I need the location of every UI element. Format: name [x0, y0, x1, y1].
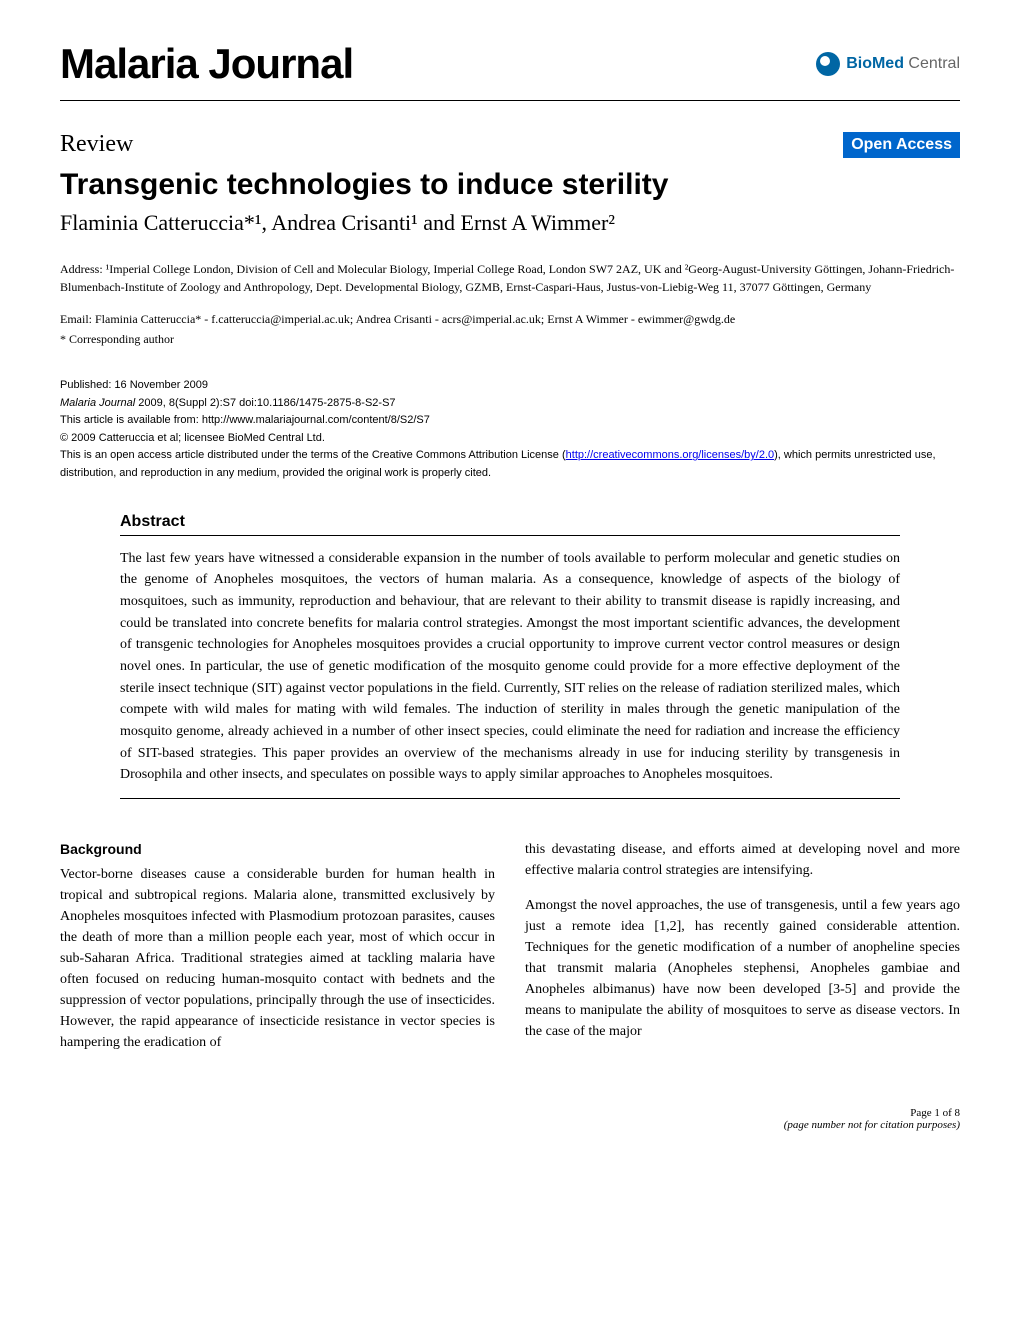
- page-header: Malaria Journal BioMed Central: [60, 40, 960, 101]
- affiliations: Address: ¹Imperial College London, Divis…: [60, 260, 960, 296]
- biomed-logo-icon: [816, 52, 840, 76]
- body-columns: Background Vector-borne diseases cause a…: [60, 839, 960, 1067]
- authors: Flaminia Catteruccia*¹, Andrea Crisanti¹…: [60, 210, 960, 236]
- col2-para1: this devastating disease, and efforts ai…: [525, 839, 960, 881]
- publication-meta: Published: 16 November 2009 Malaria Jour…: [60, 377, 960, 483]
- abstract-section: Abstract The last few years have witness…: [120, 513, 900, 800]
- page-footer: Page 1 of 8 (page number not for citatio…: [60, 1107, 960, 1131]
- footer-page-number: Page 1 of 8: [784, 1107, 960, 1119]
- footer-citation-note: (page number not for citation purposes): [784, 1119, 960, 1131]
- column-left: Background Vector-borne diseases cause a…: [60, 839, 495, 1067]
- license-link[interactable]: http://creativecommons.org/licenses/by/2…: [566, 449, 774, 461]
- background-heading: Background: [60, 839, 495, 860]
- col1-para1: Vector-borne diseases cause a considerab…: [60, 864, 495, 1053]
- column-right: this devastating disease, and efforts ai…: [525, 839, 960, 1067]
- citation-line: Malaria Journal 2009, 8(Suppl 2):S7 doi:…: [60, 395, 960, 413]
- license-line: This is an open access article distribut…: [60, 447, 960, 482]
- biomed-bold-text: BioMed: [846, 55, 904, 72]
- article-type: Review: [60, 131, 133, 158]
- corresponding-note: * Corresponding author: [60, 332, 960, 347]
- article-type-row: Review Open Access: [60, 131, 960, 158]
- biomed-logo: BioMed Central: [816, 52, 960, 76]
- open-access-badge: Open Access: [843, 132, 960, 158]
- copyright-line: © 2009 Catteruccia et al; licensee BioMe…: [60, 430, 960, 448]
- citation-details: 2009, 8(Suppl 2):S7 doi:10.1186/1475-287…: [135, 397, 395, 409]
- citation-journal: Malaria Journal: [60, 397, 135, 409]
- abstract-heading: Abstract: [120, 513, 900, 536]
- published-date: Published: 16 November 2009: [60, 377, 960, 395]
- available-from: This article is available from: http://w…: [60, 412, 960, 430]
- emails: Email: Flaminia Catteruccia* - f.catteru…: [60, 310, 960, 328]
- journal-title: Malaria Journal: [60, 40, 353, 88]
- biomed-central-text: Central: [904, 55, 960, 72]
- license-pre: This is an open access article distribut…: [60, 449, 566, 461]
- col2-para2: Amongst the novel approaches, the use of…: [525, 895, 960, 1042]
- footer-block: Page 1 of 8 (page number not for citatio…: [784, 1107, 960, 1131]
- page-container: Malaria Journal BioMed Central Review Op…: [0, 0, 1020, 1171]
- abstract-text: The last few years have witnessed a cons…: [120, 548, 900, 800]
- article-title: Transgenic technologies to induce steril…: [60, 168, 960, 202]
- biomed-logo-text: BioMed Central: [846, 55, 960, 73]
